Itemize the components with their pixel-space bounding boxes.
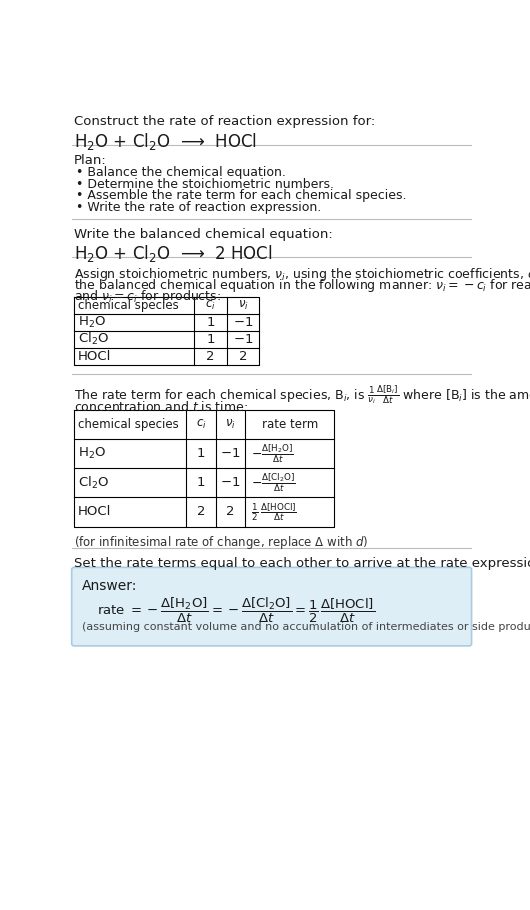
Text: $c_i$: $c_i$ [196,418,207,430]
FancyBboxPatch shape [72,567,472,646]
Text: $-\frac{\Delta[\mathrm{Cl_2O}]}{\Delta t}$: $-\frac{\Delta[\mathrm{Cl_2O}]}{\Delta t… [251,471,296,494]
Text: 2: 2 [226,505,235,519]
Text: Set the rate terms equal to each other to arrive at the rate expression:: Set the rate terms equal to each other t… [74,557,530,571]
Text: • Write the rate of reaction expression.: • Write the rate of reaction expression. [76,201,321,214]
Text: • Determine the stoichiometric numbers.: • Determine the stoichiometric numbers. [76,177,333,191]
Text: 1: 1 [197,447,205,460]
Text: $\nu_i$: $\nu_i$ [225,418,236,430]
Text: $\nu_i$: $\nu_i$ [237,299,249,312]
Text: $-\frac{\Delta[\mathrm{H_2O}]}{\Delta t}$: $-\frac{\Delta[\mathrm{H_2O}]}{\Delta t}… [251,442,295,465]
Text: • Balance the chemical equation.: • Balance the chemical equation. [76,167,286,179]
Text: (assuming constant volume and no accumulation of intermediates or side products): (assuming constant volume and no accumul… [82,622,530,632]
Text: 2: 2 [197,505,205,519]
Text: 1: 1 [206,316,215,329]
Text: The rate term for each chemical species, B$_i$, is $\frac{1}{\nu_i}\frac{\Delta[: The rate term for each chemical species,… [74,383,530,406]
Text: and $\nu_i = c_i$ for products:: and $\nu_i = c_i$ for products: [74,288,221,305]
Text: H$_2$O: H$_2$O [78,446,106,461]
Text: 2: 2 [206,349,215,363]
Text: concentration and $t$ is time:: concentration and $t$ is time: [74,400,248,414]
Text: $c_i$: $c_i$ [205,299,216,312]
Text: chemical species: chemical species [78,299,179,312]
Text: HOCl: HOCl [78,505,111,519]
Text: • Assemble the rate term for each chemical species.: • Assemble the rate term for each chemic… [76,189,406,202]
Text: $-1$: $-1$ [220,447,241,460]
Text: Plan:: Plan: [74,154,107,167]
Text: $\frac{1}{2}\,\frac{\Delta[\mathrm{HOCl}]}{\Delta t}$: $\frac{1}{2}\,\frac{\Delta[\mathrm{HOCl}… [251,501,297,523]
Text: 1: 1 [197,476,205,490]
Text: Answer:: Answer: [82,579,137,593]
Text: Construct the rate of reaction expression for:: Construct the rate of reaction expressio… [74,116,375,128]
Text: chemical species: chemical species [78,418,179,430]
Text: Write the balanced chemical equation:: Write the balanced chemical equation: [74,228,333,241]
Text: $-1$: $-1$ [233,333,253,346]
Text: rate term: rate term [262,418,318,430]
Text: the balanced chemical equation in the following manner: $\nu_i = -c_i$ for react: the balanced chemical equation in the fo… [74,277,530,294]
Text: Cl$_2$O: Cl$_2$O [78,475,109,490]
Text: (for infinitesimal rate of change, replace Δ with $d$): (for infinitesimal rate of change, repla… [74,534,368,551]
Text: rate $= -\dfrac{\Delta[\mathrm{H_2O}]}{\Delta t} = -\dfrac{\Delta[\mathrm{Cl_2O}: rate $= -\dfrac{\Delta[\mathrm{H_2O}]}{\… [97,596,375,625]
Text: 1: 1 [206,333,215,346]
Text: H$_2$O + Cl$_2$O  ⟶  2 HOCl: H$_2$O + Cl$_2$O ⟶ 2 HOCl [74,243,273,264]
Text: 2: 2 [238,349,247,363]
Text: $-1$: $-1$ [220,476,241,490]
Text: H$_2$O + Cl$_2$O  ⟶  HOCl: H$_2$O + Cl$_2$O ⟶ HOCl [74,131,257,152]
Text: Assign stoichiometric numbers, $\nu_i$, using the stoichiometric coefficients, $: Assign stoichiometric numbers, $\nu_i$, … [74,267,530,283]
Text: Cl$_2$O: Cl$_2$O [78,331,109,348]
Text: H$_2$O: H$_2$O [78,315,106,330]
Text: HOCl: HOCl [78,349,111,363]
Text: $-1$: $-1$ [233,316,253,329]
